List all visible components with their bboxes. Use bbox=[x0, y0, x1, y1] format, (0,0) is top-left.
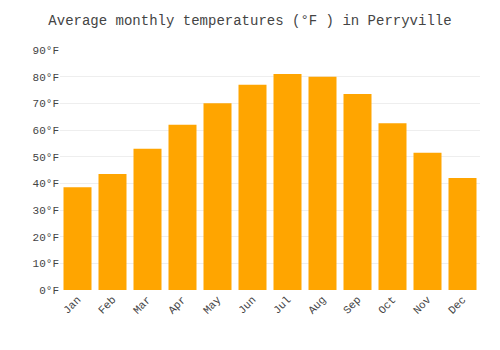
svg-text:90°F: 90°F bbox=[33, 45, 59, 57]
svg-text:10°F: 10°F bbox=[33, 258, 59, 270]
svg-text:Dec: Dec bbox=[446, 294, 468, 316]
svg-text:Mar: Mar bbox=[131, 294, 153, 316]
svg-text:Nov: Nov bbox=[411, 294, 434, 317]
svg-text:20°F: 20°F bbox=[33, 232, 59, 244]
svg-text:70°F: 70°F bbox=[33, 98, 59, 110]
svg-text:Average monthly temperatures (: Average monthly temperatures (°F ) in Pe… bbox=[48, 13, 451, 29]
svg-text:30°F: 30°F bbox=[33, 205, 59, 217]
svg-text:Oct: Oct bbox=[376, 294, 398, 316]
svg-text:May: May bbox=[201, 294, 224, 317]
svg-text:Jan: Jan bbox=[61, 294, 83, 316]
svg-text:40°F: 40°F bbox=[33, 178, 59, 190]
svg-text:Feb: Feb bbox=[96, 294, 118, 316]
svg-text:Jul: Jul bbox=[271, 294, 293, 316]
svg-text:60°F: 60°F bbox=[33, 125, 59, 137]
svg-text:80°F: 80°F bbox=[33, 72, 59, 84]
svg-text:0°F: 0°F bbox=[39, 285, 59, 297]
svg-text:Apr: Apr bbox=[166, 294, 188, 316]
svg-text:Sep: Sep bbox=[341, 294, 363, 316]
svg-text:Jun: Jun bbox=[236, 294, 258, 316]
svg-text:Aug: Aug bbox=[306, 294, 328, 316]
svg-text:50°F: 50°F bbox=[33, 152, 59, 164]
